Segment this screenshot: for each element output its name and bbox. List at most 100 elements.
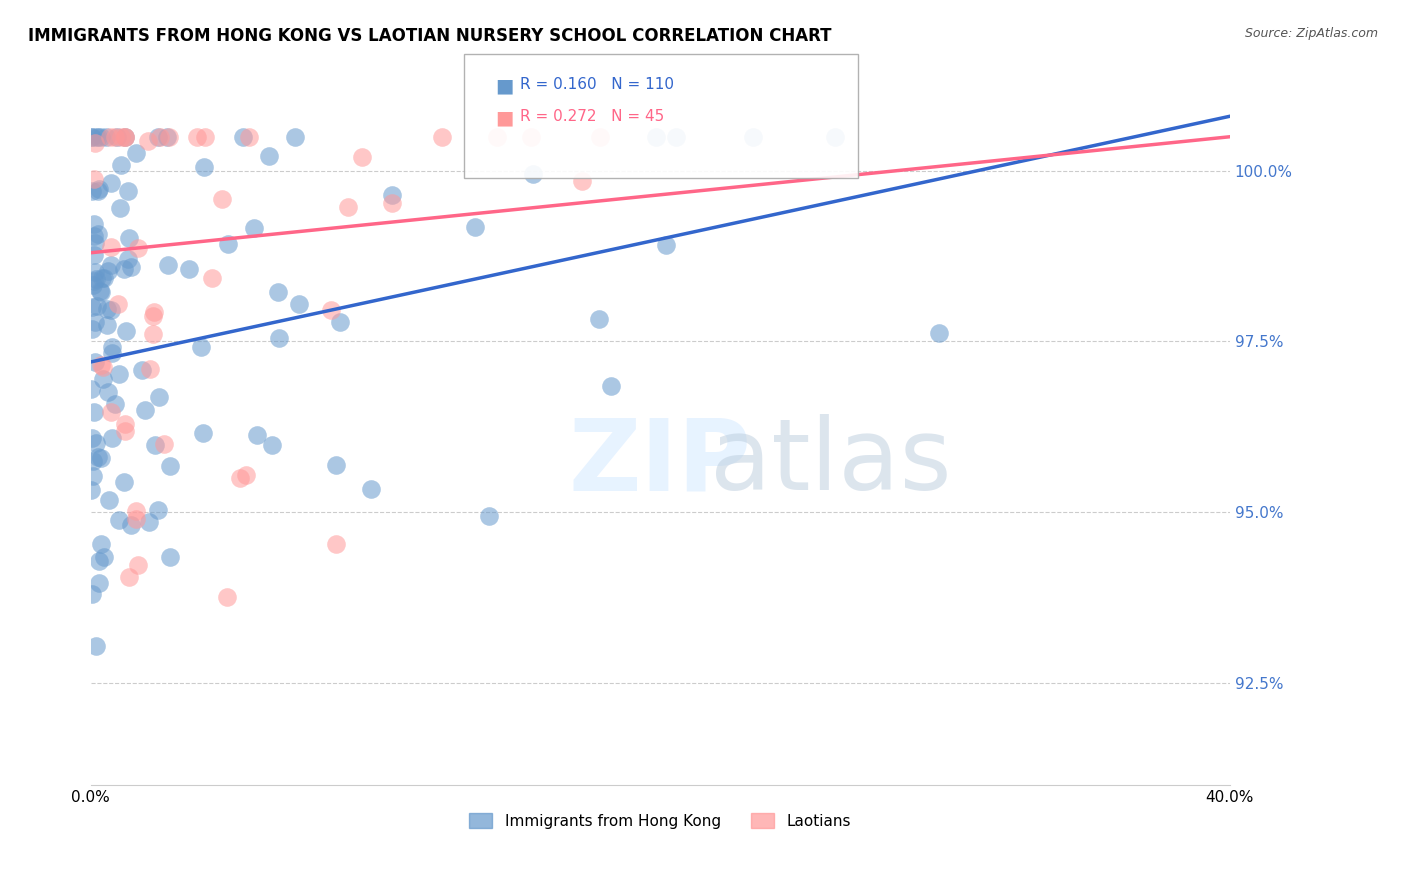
Point [120,518,142,533]
Point [87,184,110,198]
Point [104,397,127,411]
Point [571,174,593,188]
Point [87,227,110,242]
Point [217,237,239,252]
Point [645,129,668,144]
Point [105,129,128,144]
Point [201,271,224,285]
Point [117,184,139,198]
Point [100,303,122,318]
Point [82,469,104,483]
Point [269,331,291,345]
Point [87,450,110,465]
Point [87,129,110,144]
Point [112,475,135,490]
Point [655,238,678,252]
Point [110,201,132,215]
Point [134,403,156,417]
Point [96,318,118,333]
Point [107,513,129,527]
Point [86,299,108,313]
Point [89,358,111,372]
Point [125,504,148,518]
Point [142,326,165,341]
Point [84,235,107,250]
Point [80,587,103,601]
Point [101,345,124,359]
Point [266,285,288,299]
Point [159,550,181,565]
Point [157,129,180,144]
Point [87,553,110,567]
Point [100,129,122,144]
Point [284,129,307,144]
Point [89,284,111,298]
Point [131,362,153,376]
Point [80,129,103,144]
Point [485,129,508,144]
Point [125,146,148,161]
Point [217,590,239,604]
Point [118,230,141,244]
Point [120,260,142,275]
Point [350,150,373,164]
Point [321,303,343,318]
Point [83,405,105,419]
Point [101,340,124,354]
Text: IMMIGRANTS FROM HONG KONG VS LAOTIAN NURSERY SCHOOL CORRELATION CHART: IMMIGRANTS FROM HONG KONG VS LAOTIAN NUR… [28,27,831,45]
Point [90,285,112,300]
Point [100,432,122,446]
Point [360,482,382,496]
Point [478,508,501,523]
Point [193,160,215,174]
Point [148,390,170,404]
Point [148,502,170,516]
Point [114,417,136,432]
Point [82,277,104,292]
Point [232,129,254,144]
Point [259,149,281,163]
Text: ■: ■ [495,108,513,127]
Point [114,129,136,144]
Point [83,229,105,244]
Point [588,129,610,144]
Point [84,436,107,450]
Point [84,129,107,144]
Legend: Immigrants from Hong Kong, Laotians: Immigrants from Hong Kong, Laotians [464,806,858,835]
Point [381,195,404,210]
Point [665,129,688,144]
Point [238,129,260,144]
Point [117,252,139,267]
Point [87,182,110,196]
Point [84,271,107,285]
Text: atlas: atlas [710,414,952,511]
Point [114,324,136,338]
Point [325,458,347,473]
Point [114,129,136,144]
Point [588,311,610,326]
Point [114,425,136,439]
Point [211,192,233,206]
Point [90,271,112,285]
Point [107,297,129,311]
Point [186,129,208,144]
Point [142,309,165,323]
Point [93,271,115,285]
Point [430,129,453,144]
Point [83,172,105,186]
Point [83,217,105,231]
Point [100,240,122,254]
Point [149,129,172,144]
Point [80,300,103,314]
Point [83,274,105,288]
Point [96,129,118,144]
Point [824,129,846,144]
Point [118,570,141,584]
Point [90,537,112,551]
Point [112,261,135,276]
Point [329,315,352,329]
Point [742,129,765,144]
Point [194,129,217,144]
Point [89,576,111,591]
Point [464,220,486,235]
